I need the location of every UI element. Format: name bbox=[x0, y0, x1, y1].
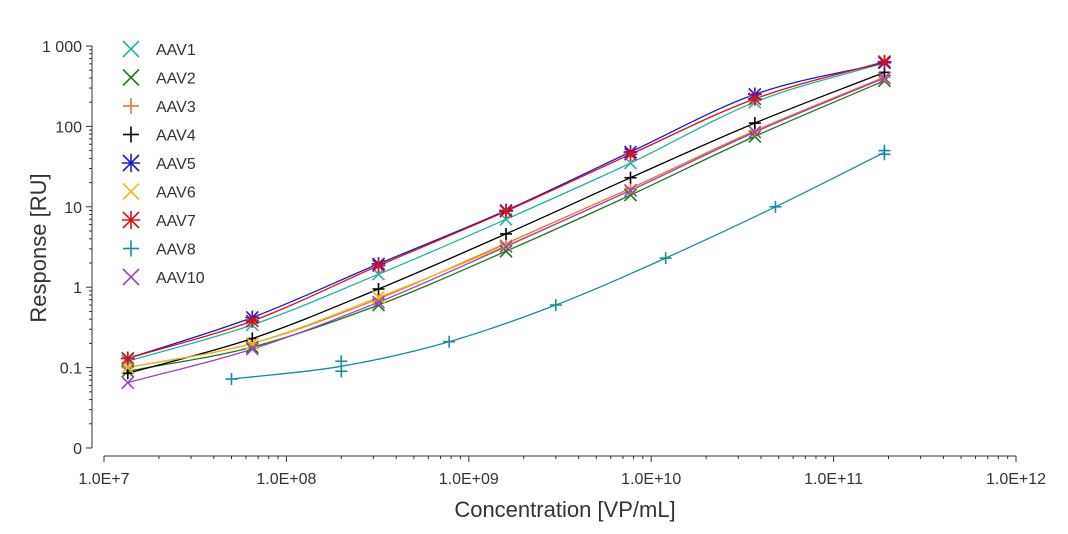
legend-label: AAV3 bbox=[156, 99, 196, 116]
x-axis: 1.0E+7 1.0E+08 1.0E+09 1.0E+10 1.0E+11 1.0E+1… bbox=[78, 455, 1046, 488]
data-point-aav6 bbox=[121, 361, 135, 375]
data-point-aav8 bbox=[443, 335, 456, 348]
data-point-aav2 bbox=[499, 244, 513, 258]
y-tick-label: 1 bbox=[73, 280, 82, 297]
legend-item-aav2: AAV2 bbox=[122, 68, 196, 88]
x-tick-label: 1.0E+08 bbox=[256, 471, 316, 488]
legend-item-aav5: AAV5 bbox=[121, 153, 196, 173]
data-point-aav6 bbox=[371, 290, 386, 304]
data-points bbox=[120, 54, 892, 390]
data-point-aav10 bbox=[499, 240, 513, 254]
legend-item-aav4: AAV4 bbox=[123, 126, 196, 145]
legend: AAV1 AAV2 AAV3 AAV4 AAV5 AAV6 AAV7 AAV8 AAV10 bbox=[121, 40, 205, 287]
data-point-aav8 bbox=[549, 299, 562, 312]
legend-item-aav8: AAV8 bbox=[123, 240, 196, 259]
legend-marker-aav4 bbox=[123, 126, 139, 143]
data-point-aav7 bbox=[245, 314, 260, 328]
legend-item-aav1: AAV1 bbox=[122, 40, 196, 59]
data-point-aav8 bbox=[335, 365, 348, 378]
legend-marker-aav3 bbox=[123, 98, 139, 114]
legend-item-aav7: AAV7 bbox=[121, 210, 196, 230]
data-point-aav10 bbox=[748, 125, 762, 139]
data-point-aav7 bbox=[623, 147, 638, 162]
legend-label: AAV1 bbox=[156, 42, 196, 59]
legend-marker-aav10 bbox=[122, 268, 140, 286]
x-tick-label: 1.0E+11 bbox=[804, 471, 863, 488]
x-tick-label: 1.0E+7 bbox=[78, 471, 129, 488]
y-tick-label: 0 bbox=[73, 441, 82, 458]
legend-label: AAV8 bbox=[156, 242, 196, 259]
data-point-aav8 bbox=[878, 148, 891, 161]
legend-item-aav6: AAV6 bbox=[122, 182, 196, 202]
legend-marker-aav5 bbox=[121, 153, 141, 173]
legend-label: AAV10 bbox=[156, 270, 205, 287]
data-point-aav8 bbox=[769, 200, 782, 213]
legend-marker-aav1 bbox=[122, 40, 140, 58]
data-point-aav2 bbox=[623, 188, 638, 202]
data-point-aav4 bbox=[121, 367, 134, 380]
data-point-aav7 bbox=[120, 351, 135, 366]
data-point-aav10 bbox=[121, 376, 135, 390]
data-point-aav7 bbox=[499, 204, 513, 219]
legend-label: AAV6 bbox=[156, 185, 196, 202]
legend-item-aav10: AAV10 bbox=[122, 268, 205, 287]
data-point-aav10 bbox=[877, 71, 892, 85]
legend-label: AAV4 bbox=[156, 128, 196, 145]
x-axis-title: Concentration [VP/mL] bbox=[454, 497, 675, 522]
x-tick-label: 1.0E+10 bbox=[621, 471, 681, 488]
legend-marker-aav6 bbox=[122, 182, 140, 201]
legend-label: AAV5 bbox=[156, 156, 196, 173]
y-tick-label: 10 bbox=[64, 200, 82, 217]
data-point-aav7 bbox=[747, 91, 762, 106]
data-point-aav6 bbox=[245, 336, 259, 350]
data-point-aav7 bbox=[371, 258, 386, 273]
y-axis-title: Response [RU] bbox=[26, 173, 51, 322]
data-point-aav4 bbox=[624, 171, 637, 184]
y-tick-label: 100 bbox=[55, 119, 82, 136]
legend-marker-aav7 bbox=[121, 210, 141, 230]
data-point-aav10 bbox=[245, 342, 259, 356]
data-point-aav8 bbox=[225, 373, 238, 386]
legend-label: AAV7 bbox=[156, 213, 196, 230]
data-point-aav10 bbox=[623, 183, 638, 197]
data-point-aav4 bbox=[500, 227, 513, 240]
data-point-aav4 bbox=[372, 282, 385, 295]
legend-marker-aav8 bbox=[123, 240, 139, 257]
data-point-aav8 bbox=[335, 355, 348, 368]
legend-item-aav3: AAV3 bbox=[123, 98, 196, 116]
x-tick-label: 1.0E+09 bbox=[439, 471, 499, 488]
x-tick-label: 1.0E+12 bbox=[986, 471, 1046, 488]
legend-label: AAV2 bbox=[156, 71, 196, 88]
data-point-aav4 bbox=[748, 117, 761, 130]
y-tick-label: 0.1 bbox=[60, 361, 82, 378]
data-point-aav7 bbox=[877, 54, 892, 69]
y-tick-label: 1 000 bbox=[42, 39, 82, 56]
data-point-aav3 bbox=[624, 182, 637, 195]
data-point-aav10 bbox=[371, 295, 386, 309]
y-axis: 0 0.1 1 10 100 1 000 bbox=[42, 39, 93, 458]
legend-marker-aav2 bbox=[122, 68, 140, 87]
data-point-aav8 bbox=[659, 252, 672, 265]
